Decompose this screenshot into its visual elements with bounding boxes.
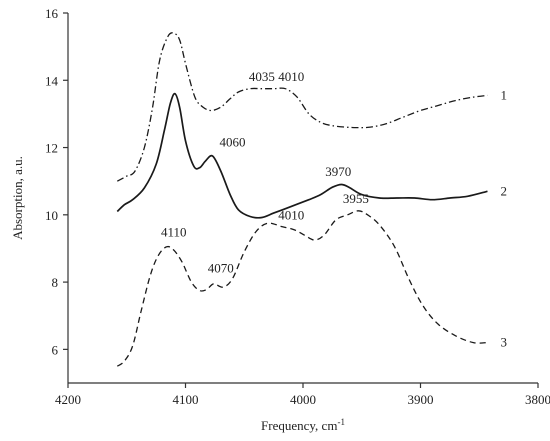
- x-axis-label: Frequency, cm-1: [261, 417, 345, 433]
- peak-annotation: 3955: [343, 191, 369, 206]
- series-1-label: 1: [500, 87, 507, 102]
- series-3-label: 3: [500, 335, 507, 350]
- y-tick-label: 6: [52, 342, 59, 357]
- peak-annotation: 4070: [208, 261, 234, 276]
- y-tick-label: 14: [45, 73, 59, 88]
- peak-annotation: 4010: [278, 208, 304, 223]
- x-tick-label: 4100: [173, 392, 199, 407]
- peak-annotation: 4010: [278, 69, 304, 84]
- x-axis-label-superscript: -1: [337, 417, 345, 427]
- x-tick-label: 3800: [525, 392, 550, 407]
- series-3-line: [116, 210, 488, 367]
- y-axis-label: Absorption, a.u.: [10, 156, 25, 240]
- y-tick-label: 8: [52, 275, 59, 290]
- x-tick-label: 3900: [408, 392, 434, 407]
- series-1-line: [116, 32, 488, 182]
- x-axis-label-main: Frequency, cm: [261, 418, 337, 433]
- series-labels: 1 2 3: [500, 87, 507, 349]
- x-tick-label: 4200: [55, 392, 81, 407]
- series-2-label: 2: [500, 183, 507, 198]
- peak-annotation: 3970: [325, 164, 351, 179]
- y-tick-label: 16: [45, 6, 59, 21]
- y-tick-label: 10: [45, 208, 58, 223]
- series-2-line: [116, 92, 488, 219]
- series-layer: [116, 32, 488, 367]
- x-tick-label: 4000: [290, 392, 316, 407]
- y-tick-label: 12: [45, 141, 58, 156]
- peak-annotation: 4110: [161, 224, 187, 239]
- peak-annotation: 4035: [249, 69, 275, 84]
- peak-annotation: 4060: [220, 135, 246, 150]
